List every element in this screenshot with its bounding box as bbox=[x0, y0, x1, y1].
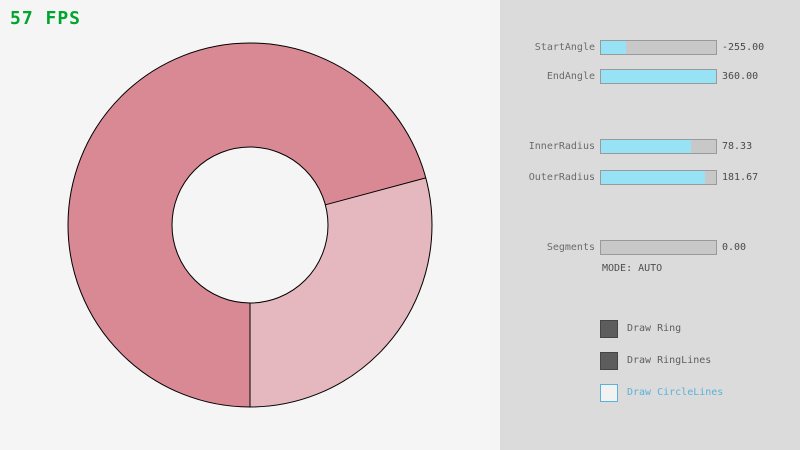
slider-fill bbox=[601, 70, 716, 83]
slider-fill bbox=[601, 140, 692, 153]
ring-inner-outline bbox=[171, 146, 329, 304]
slider-value: 181.67 bbox=[722, 172, 759, 183]
slider-row-start-angle: StartAngle -255.00 bbox=[500, 40, 800, 55]
slider-fill bbox=[601, 41, 627, 54]
slider-label: InnerRadius bbox=[528, 141, 595, 152]
segments-slider[interactable] bbox=[600, 240, 717, 255]
slider-row-end-angle: EndAngle 360.00 bbox=[500, 69, 800, 84]
draw-ring-checkbox[interactable] bbox=[600, 320, 618, 338]
ring-drawing bbox=[67, 42, 433, 408]
slider-value: -255.00 bbox=[722, 42, 765, 53]
ring-single-pass-sector bbox=[250, 177, 433, 407]
slider-label: EndAngle bbox=[546, 71, 595, 82]
inner-radius-slider[interactable] bbox=[600, 139, 717, 154]
slider-row-segments: Segments 0.00 bbox=[500, 240, 800, 255]
draw-circlelines-checkbox[interactable] bbox=[600, 384, 618, 402]
start-angle-slider[interactable] bbox=[600, 40, 717, 55]
checkbox-label: Draw Ring bbox=[627, 323, 682, 334]
slider-label: Segments bbox=[546, 242, 595, 253]
slider-fill bbox=[601, 171, 706, 184]
slider-value: 78.33 bbox=[722, 141, 753, 152]
canvas-area: 57 FPS bbox=[10, 8, 433, 408]
segments-mode-text: MODE: AUTO bbox=[602, 263, 663, 274]
draw-ringlines-checkbox[interactable] bbox=[600, 352, 618, 370]
end-angle-slider[interactable] bbox=[600, 69, 717, 84]
slider-value: 0.00 bbox=[722, 242, 747, 253]
slider-row-outer-radius: OuterRadius 181.67 bbox=[500, 170, 800, 185]
checkbox-label: Draw RingLines bbox=[627, 355, 712, 366]
fps-counter: 57 FPS bbox=[10, 8, 82, 29]
slider-label: OuterRadius bbox=[528, 172, 595, 183]
slider-value: 360.00 bbox=[722, 71, 759, 82]
controls-panel: StartAngle -255.00 EndAngle 360.00 Inner… bbox=[500, 0, 800, 450]
outer-radius-slider[interactable] bbox=[600, 170, 717, 185]
slider-label: StartAngle bbox=[534, 42, 595, 53]
slider-row-inner-radius: InnerRadius 78.33 bbox=[500, 139, 800, 154]
ring-start-line bbox=[325, 177, 426, 206]
checkbox-label: Draw CircleLines bbox=[627, 387, 724, 398]
